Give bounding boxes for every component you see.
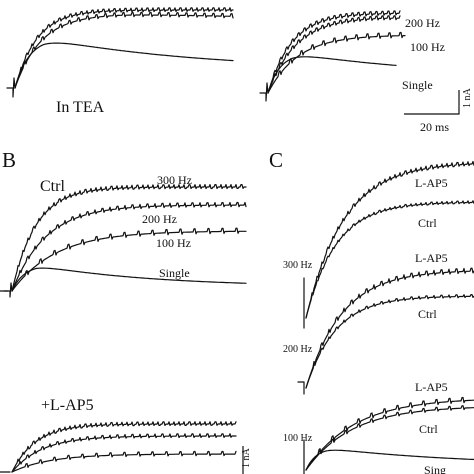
label-c-single: Sing bbox=[424, 463, 446, 474]
label-b-300hz: 300 Hz bbox=[157, 173, 192, 187]
label-b-ctrl: Ctrl bbox=[40, 178, 65, 195]
a-right-trace-single bbox=[267, 56, 397, 94]
a-right-trace-200hz bbox=[267, 10, 401, 94]
label-c-300-ctrl: Ctrl bbox=[418, 216, 437, 230]
label-c-300-lap5: L-AP5 bbox=[415, 176, 448, 190]
label-a-right-single: Single bbox=[402, 78, 433, 92]
panel-label-c: C bbox=[269, 148, 283, 172]
a-left-stim-artifact bbox=[6, 77, 16, 98]
a-left-trace-mid bbox=[14, 11, 234, 89]
label-a-right-100hz: 100 Hz bbox=[410, 40, 445, 54]
label-c-200-ctrl: Ctrl bbox=[418, 307, 437, 321]
a-right-trace-alt bbox=[267, 15, 401, 94]
b-lap5-trace-300hz bbox=[11, 421, 237, 473]
panel-label-b: B bbox=[2, 148, 16, 172]
c-100-trace-lap5 bbox=[305, 396, 474, 471]
b-ctrl-trace-300hz bbox=[11, 184, 247, 292]
scale-bar-a bbox=[404, 90, 460, 115]
a-right-trace-100hz bbox=[267, 31, 406, 94]
c-300-trace-ctrl bbox=[305, 200, 474, 319]
b-ctrl-trace-100hz bbox=[11, 227, 247, 292]
traces-layer bbox=[0, 7, 474, 474]
b-ctrl-trace-single bbox=[11, 267, 247, 292]
annotation-in-tea: In TEA bbox=[56, 99, 105, 116]
label-c-100-lap5: L-AP5 bbox=[415, 380, 448, 394]
label-b-200hz: 200 Hz bbox=[142, 212, 177, 226]
label-b-single: Single bbox=[159, 266, 190, 280]
label-b-lap5: +L-AP5 bbox=[41, 397, 94, 414]
c-200-trace-ctrl bbox=[305, 294, 474, 389]
a-left-trace-single bbox=[14, 42, 234, 89]
b-ctrl-trace-200hz bbox=[11, 201, 247, 292]
scale-label-current-a: 1 nA bbox=[462, 88, 473, 109]
label-c-100hz: 100 Hz bbox=[283, 433, 313, 444]
c-200-stim-artifact bbox=[297, 381, 305, 395]
c-100-trace-single bbox=[305, 449, 474, 471]
b-lap5-trace-200hz bbox=[11, 433, 237, 473]
label-c-100-ctrl: Ctrl bbox=[419, 422, 438, 436]
label-c-200hz: 200 Hz bbox=[283, 344, 313, 355]
a-left-trace-high bbox=[14, 7, 234, 89]
scale-label-current-b: 1 nA bbox=[241, 448, 252, 469]
label-c-200-lap5: L-AP5 bbox=[415, 251, 448, 265]
c-100-trace-ctrl bbox=[305, 405, 474, 471]
scale-label-time: 20 ms bbox=[420, 120, 449, 134]
label-c-300hz: 300 Hz bbox=[283, 260, 313, 271]
b-ctrl-stim-artifact bbox=[3, 282, 13, 298]
label-b-100hz: 100 Hz bbox=[156, 236, 191, 250]
label-a-right-200hz: 200 Hz bbox=[405, 16, 440, 30]
b-lap5-trace-100hz bbox=[11, 450, 237, 473]
c-200-trace-lap5 bbox=[305, 267, 474, 389]
c-300-trace-lap5 bbox=[305, 160, 474, 319]
a-right-stim-artifact bbox=[259, 82, 269, 102]
